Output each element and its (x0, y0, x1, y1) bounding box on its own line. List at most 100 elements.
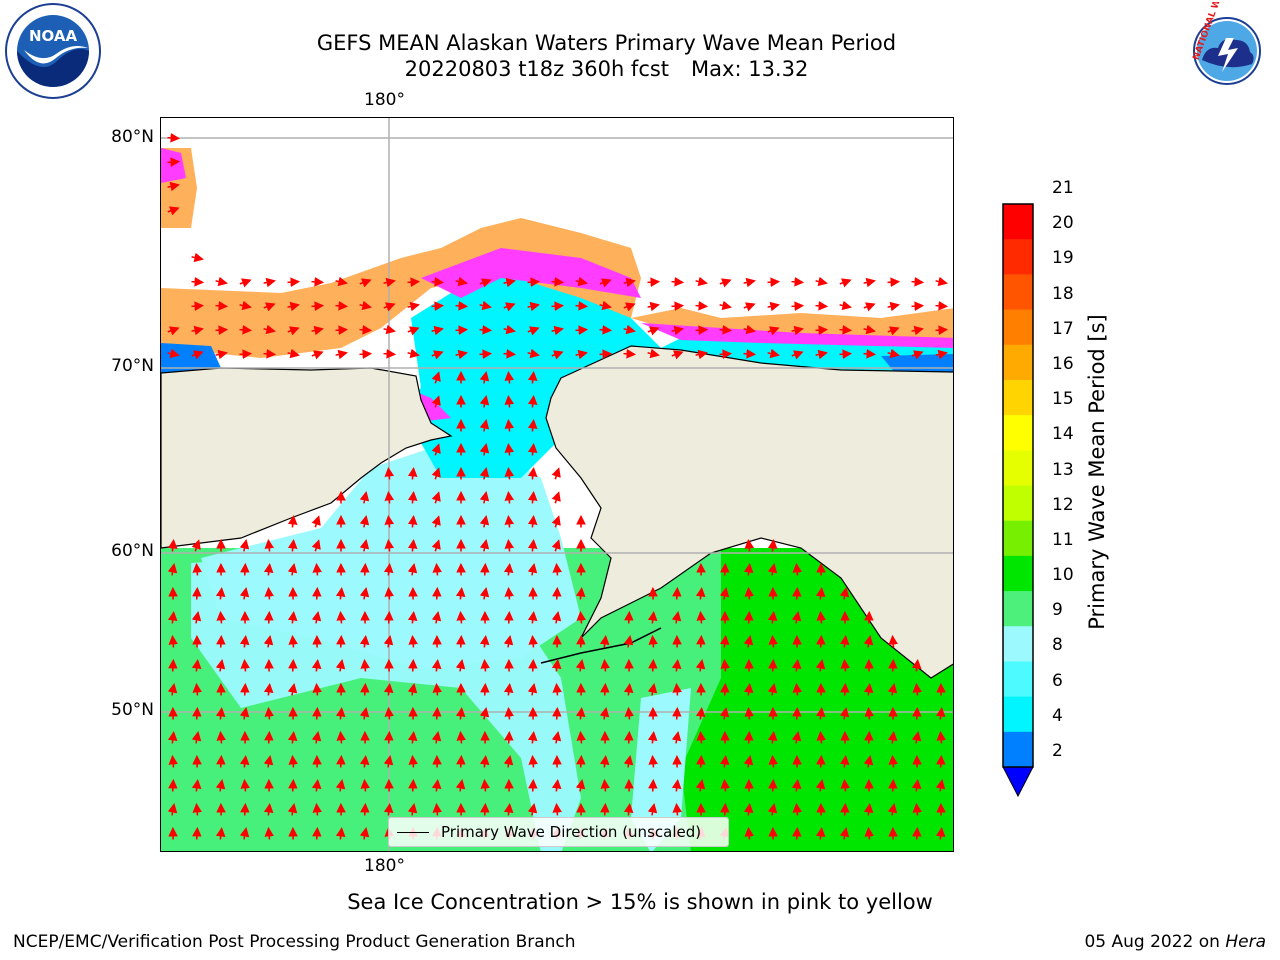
wave-arrow (599, 754, 610, 768)
wave-arrow (192, 706, 202, 720)
wave-arrow (696, 634, 706, 648)
wave-arrow (264, 586, 274, 600)
wave-arrow (479, 300, 492, 311)
wave-arrow (767, 563, 778, 576)
wave-arrow (791, 277, 805, 287)
wave-arrow (695, 706, 706, 720)
wave-arrow (911, 301, 925, 311)
wave-arrow (527, 683, 538, 696)
wave-arrow (431, 395, 441, 408)
wave-arrow (504, 394, 515, 408)
wave-arrow (312, 802, 322, 816)
wave-arrow (215, 586, 226, 600)
wave-arrow (528, 778, 538, 792)
wave-arrow (695, 779, 706, 792)
wave-arrow (431, 539, 441, 552)
wave-arrow (504, 538, 515, 552)
wave-arrow (408, 658, 418, 672)
wave-arrow (383, 349, 397, 359)
wave-arrow (480, 778, 490, 792)
wave-arrow (383, 635, 394, 648)
wave-arrow (743, 755, 754, 768)
wave-arrow (479, 443, 490, 456)
wave-arrow (696, 610, 706, 624)
wave-arrow (191, 658, 202, 672)
wave-arrow (359, 325, 373, 335)
wave-arrow (263, 277, 276, 288)
wave-arrow (648, 754, 658, 768)
wave-arrow (864, 610, 874, 624)
wave-arrow (551, 539, 561, 552)
wave-arrow (864, 706, 874, 720)
wave-arrow (504, 610, 514, 624)
wave-arrow (359, 349, 373, 359)
wave-arrow (407, 803, 418, 816)
wave-arrow (360, 658, 370, 672)
wave-arrow (455, 301, 469, 311)
wave-arrow (792, 562, 802, 576)
wave-arrow (935, 276, 948, 287)
wave-arrow (744, 730, 754, 744)
wave-arrow (504, 586, 514, 600)
wave-arrow (335, 301, 349, 311)
wave-arrow (887, 803, 898, 816)
wave-arrow (815, 349, 828, 360)
wave-arrow (599, 349, 613, 359)
wave-arrow (744, 826, 754, 840)
wave-arrow (816, 634, 826, 648)
wave-period-map (160, 117, 954, 852)
wave-arrow (575, 706, 586, 720)
wave-arrow (360, 778, 370, 792)
wave-arrow (384, 610, 394, 624)
wave-arrow (312, 706, 322, 720)
wave-arrow (263, 635, 274, 648)
wave-arrow (431, 371, 441, 384)
wave-arrow (312, 562, 322, 576)
wave-arrow (503, 324, 516, 335)
wave-arrow (599, 707, 610, 720)
lat-label-60: 60°N (111, 541, 154, 561)
wave-arrow (887, 730, 898, 744)
wave-arrow (671, 301, 685, 311)
wave-arrow (527, 370, 538, 384)
wave-arrow (551, 325, 564, 336)
wave-arrow (527, 418, 538, 432)
wave-arrow (552, 802, 562, 816)
wave-arrow (408, 754, 418, 768)
wave-arrow (407, 683, 418, 696)
wave-arrow (383, 277, 396, 288)
wave-arrow (719, 278, 732, 288)
wave-arrow (432, 586, 442, 600)
wave-arrow (671, 350, 684, 360)
wave-arrow (792, 586, 802, 600)
wave-arrow (167, 133, 181, 143)
wave-arrow (504, 490, 515, 504)
wave-arrow (167, 730, 178, 744)
wave-arrow (552, 586, 562, 600)
wave-arrow (431, 778, 442, 792)
wave-arrow (647, 277, 661, 287)
wave-arrow (287, 730, 298, 744)
forecast-info: 20220803 t18z 360h fcst (404, 57, 670, 81)
wave-arrow (335, 659, 346, 672)
wave-arrow (263, 755, 274, 768)
wave-arrow (527, 490, 538, 504)
wave-arrow (576, 634, 586, 648)
colorbar-tick-label: 8 (1052, 635, 1063, 656)
wave-arrow (935, 826, 946, 840)
wave-arrow (527, 277, 541, 287)
wave-arrow (743, 635, 754, 648)
colorbar-tick-label: 15 (1052, 389, 1074, 410)
wave-arrow (191, 611, 202, 624)
wave-arrow (887, 683, 898, 696)
wave-arrow (623, 324, 636, 335)
wave-arrow (552, 682, 562, 696)
wave-arrow (287, 301, 300, 312)
wave-arrow (912, 682, 922, 696)
wave-arrow (311, 325, 324, 336)
wave-arrow (431, 491, 441, 504)
wave-arrow (767, 348, 780, 359)
wave-arrow (623, 682, 634, 696)
wave-arrow (407, 348, 420, 359)
wave-arrow (479, 515, 490, 528)
